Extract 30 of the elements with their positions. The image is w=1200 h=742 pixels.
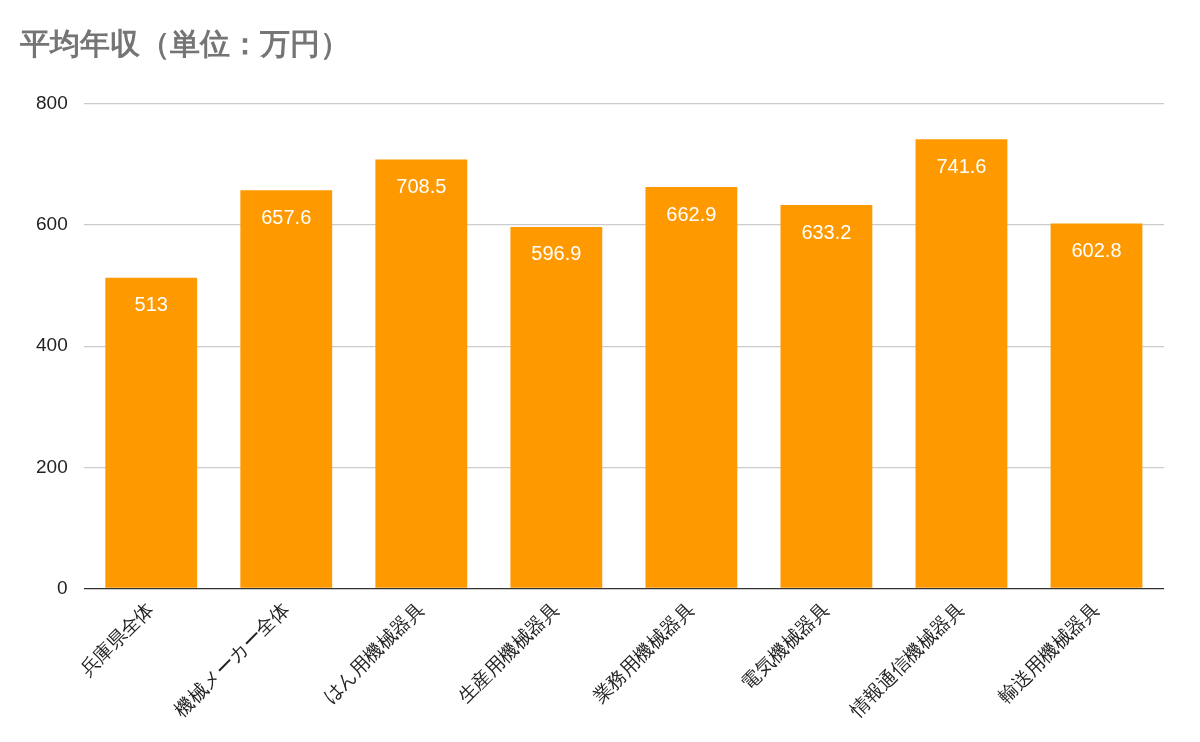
y-tick-label: 0 bbox=[57, 576, 68, 598]
x-tick-label: 生産用機械器具 bbox=[453, 598, 563, 708]
data-label: 596.9 bbox=[531, 242, 582, 265]
x-tick-label: 電気機械器具 bbox=[737, 598, 833, 694]
bar bbox=[375, 159, 468, 588]
bar bbox=[240, 190, 333, 588]
y-tick-label: 600 bbox=[36, 213, 68, 235]
data-label: 633.2 bbox=[801, 220, 852, 243]
data-label: 657.6 bbox=[261, 205, 312, 228]
bar bbox=[510, 226, 603, 588]
y-tick-label: 200 bbox=[36, 455, 68, 477]
bar bbox=[645, 187, 738, 588]
chart-title: 平均年収（単位：万円） bbox=[19, 27, 350, 61]
y-tick-label: 400 bbox=[36, 334, 68, 356]
x-tick-label: 業務用機械器具 bbox=[589, 598, 698, 708]
bar bbox=[780, 205, 873, 588]
x-tick-label: 輸送用機械器具 bbox=[994, 598, 1104, 708]
x-tick-label: 兵庫県全体 bbox=[75, 598, 158, 681]
bar bbox=[915, 139, 1008, 588]
bar bbox=[1050, 223, 1143, 588]
data-label: 513 bbox=[134, 293, 168, 316]
y-tick-label: 800 bbox=[36, 92, 68, 114]
bar bbox=[105, 277, 198, 588]
x-tick-label: 機械メーカー全体 bbox=[170, 598, 293, 721]
x-tick-label: はん用機械器具 bbox=[318, 598, 428, 708]
data-label: 741.6 bbox=[936, 154, 987, 177]
data-label: 662.9 bbox=[666, 202, 717, 225]
data-label: 708.5 bbox=[396, 174, 447, 197]
x-tick-label: 情報通信機械器具 bbox=[844, 598, 968, 722]
data-label: 602.8 bbox=[1071, 238, 1122, 261]
